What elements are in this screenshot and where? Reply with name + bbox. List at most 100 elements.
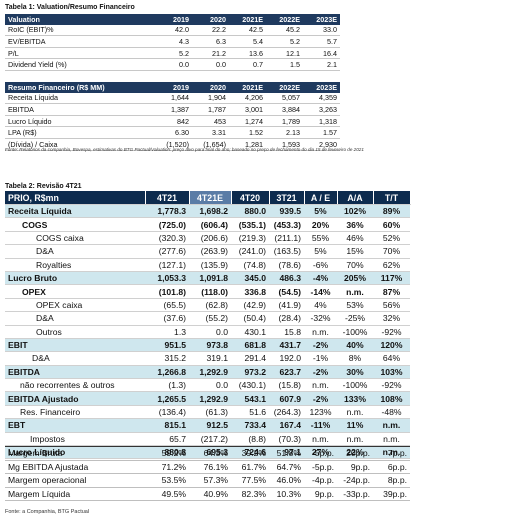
value-cell: -2% — [304, 338, 337, 353]
value-cell: (264.3) — [269, 405, 304, 420]
value-cell: -14% — [304, 284, 337, 299]
row-label: D&A — [5, 244, 145, 259]
value-cell: (42.9) — [231, 298, 269, 313]
value-cell: 5,057 — [266, 92, 303, 105]
header-cell: A/A — [337, 191, 374, 205]
value-cell: n.m. — [373, 432, 410, 447]
table-row: EBITDA 1,387 1,787 3,001 3,884 3,263 — [5, 103, 340, 116]
value-cell: 55% — [304, 231, 337, 246]
value-cell: 64.7% — [269, 460, 304, 475]
table-row: OPEX caixa (65.5) (62.8) (42.9) (41.9) 4% 53% 5… — [5, 298, 410, 313]
value-cell: 4,359 — [303, 92, 340, 105]
value-cell: 5.2 — [266, 35, 303, 48]
value-cell: -92% — [373, 378, 410, 393]
value-cell: (41.9) — [269, 298, 304, 313]
value-cell: (206.6) — [189, 231, 231, 246]
value-cell: 89% — [373, 204, 410, 219]
value-cell: 1,265.5 — [145, 391, 189, 406]
value-cell: 1,274 — [229, 115, 266, 128]
value-cell: 42.0 — [155, 24, 192, 37]
value-cell: 70% — [373, 244, 410, 259]
value-cell: (74.8) — [231, 258, 269, 272]
value-cell: 543.1 — [231, 391, 269, 406]
value-cell: 315.2 — [145, 351, 189, 366]
value-cell: (8.8) — [231, 432, 269, 447]
row-label: D&A — [5, 311, 145, 326]
value-cell: (277.6) — [145, 244, 189, 259]
value-cell: 12.1 — [266, 47, 303, 60]
row-label: LPA (R$) — [5, 126, 155, 139]
value-cell: 51.6 — [231, 405, 269, 420]
value-cell: 103% — [373, 365, 410, 380]
row-label: EBITDA Ajustado — [5, 391, 145, 406]
value-cell: (163.5) — [269, 244, 304, 259]
row-label: Res. Financeiro — [5, 405, 145, 420]
value-cell: 1,266.8 — [145, 365, 189, 380]
table-row: Res. Financeiro (136.4) (61.3) 51.6 (264.3) 1… — [5, 405, 410, 420]
table-title: Tabela 1: Valuation/Resumo Financeiro — [5, 4, 135, 11]
value-cell: 1,904 — [192, 92, 229, 105]
value-cell: 1,593 — [266, 138, 303, 151]
value-cell: 10.3% — [269, 487, 304, 502]
value-cell: n.m. — [373, 418, 410, 433]
value-cell: 45.2 — [266, 24, 303, 37]
value-cell: 87% — [373, 284, 410, 299]
value-cell: 62% — [373, 258, 410, 272]
value-cell: 52% — [373, 231, 410, 246]
row-label: não recorrentes & outros — [5, 378, 145, 393]
value-cell: 70% — [337, 258, 373, 272]
value-cell: 102% — [337, 204, 373, 219]
table-row: EBIT 951.5 973.8 681.8 431.7 -2% 40% 120% — [5, 338, 410, 353]
row-label: OPEX — [5, 284, 145, 299]
value-cell: 842 — [155, 115, 192, 128]
value-cell: 22.2 — [192, 24, 229, 37]
value-cell: (606.4) — [189, 217, 231, 232]
value-cell: -24p.p. — [337, 473, 373, 488]
value-cell: 1,787 — [192, 103, 229, 116]
value-cell: 3,884 — [266, 103, 303, 116]
row-label: Dividend Yield (%) — [5, 58, 155, 71]
table-row: COGS (725.0) (606.4) (535.1) (453.3) 20% 36% 60… — [5, 217, 410, 232]
table-row: Margem operacional 53.5% 57.3% 77.5% 46.0% -4… — [5, 473, 410, 488]
table-row: Outros 1.3 0.0 430.1 15.8 n.m. -100% -92% — [5, 325, 410, 339]
table-row: D&A 315.2 319.1 291.4 192.0 -1% 8% 64% — [5, 351, 410, 366]
value-cell: 951.5 — [145, 338, 189, 353]
value-cell: 939.5 — [269, 204, 304, 219]
value-cell: 30% — [337, 365, 373, 380]
value-cell: 1,789 — [266, 115, 303, 128]
value-cell: 11% — [337, 418, 373, 433]
row-label: EBITDA — [5, 365, 145, 380]
value-cell: 815.1 — [145, 418, 189, 433]
row-label: Margem Líquida — [5, 487, 145, 502]
table-row: Resumo Financeiro (R$ MM) 2019 2020 2021E 20… — [5, 82, 340, 93]
row-label: EBT — [5, 418, 145, 433]
table-row: Lucro Bruto 1,053.3 1,091.8 345.0 486.3 -4% 20… — [5, 271, 410, 286]
table-row: Margem Bruta 59.2% 64.3% 39.2% 51.8% -5p.p. 20… — [5, 446, 410, 461]
value-cell: 4% — [304, 298, 337, 313]
value-cell: 20p.p. — [337, 446, 373, 461]
table-row: EV/EBITDA 4.3 6.3 5.4 5.2 5.7 — [5, 35, 340, 48]
row-label: Lucro Líquido — [5, 115, 155, 128]
value-cell: 6.3 — [192, 35, 229, 48]
header-cell: 4T21E — [189, 191, 232, 205]
value-cell: (62.8) — [189, 298, 231, 313]
header-cell: 2021E — [229, 14, 266, 25]
value-cell: (54.5) — [269, 284, 304, 299]
value-cell: (136.4) — [145, 405, 189, 420]
value-cell: 2,930 — [303, 138, 340, 151]
value-cell: 973.8 — [189, 338, 231, 353]
value-cell: 319.1 — [189, 351, 231, 366]
value-cell: (101.8) — [145, 284, 189, 299]
row-label: EBIT — [5, 338, 145, 353]
value-cell: 0.0 — [189, 325, 231, 339]
financial-table: Resumo Financeiro (R$ MM) 2019 2020 2021E 20… — [5, 82, 340, 151]
value-cell: 291.4 — [231, 351, 269, 366]
row-label: (Dívida) / Caixa — [5, 138, 155, 151]
value-cell: (70.3) — [269, 432, 304, 447]
table-row: (Dívida) / Caixa (1,520) (1,654) 1,281 1,593… — [5, 138, 340, 151]
value-cell: 623.7 — [269, 365, 304, 380]
value-cell: -1% — [304, 351, 337, 366]
margins-table: Margem Bruta 59.2% 64.3% 39.2% 51.8% -5p.p. 20… — [5, 446, 410, 502]
value-cell: 4.3 — [155, 35, 192, 48]
value-cell: (320.3) — [145, 231, 189, 246]
